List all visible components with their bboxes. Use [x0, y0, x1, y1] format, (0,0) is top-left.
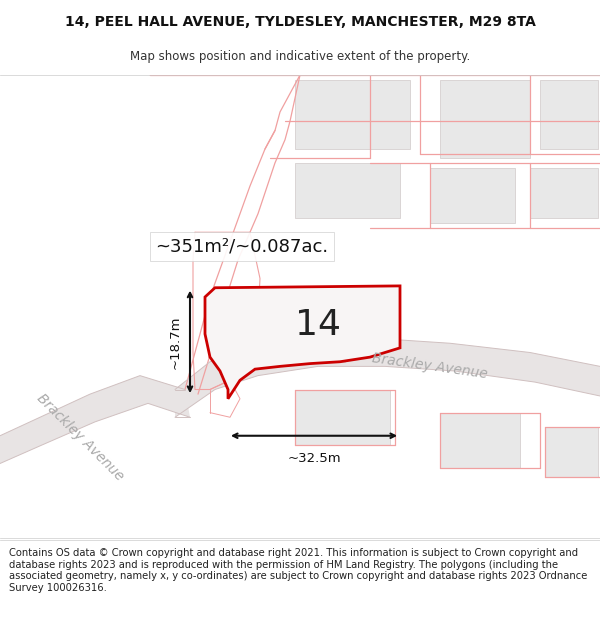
Bar — [530, 168, 598, 218]
Bar — [440, 79, 530, 158]
Bar — [440, 412, 520, 468]
Text: Brackley Avenue: Brackley Avenue — [34, 391, 126, 484]
Polygon shape — [175, 339, 600, 418]
Bar — [295, 163, 400, 218]
Text: Contains OS data © Crown copyright and database right 2021. This information is : Contains OS data © Crown copyright and d… — [9, 548, 587, 592]
Text: 14, PEEL HALL AVENUE, TYLDESLEY, MANCHESTER, M29 8TA: 14, PEEL HALL AVENUE, TYLDESLEY, MANCHES… — [65, 16, 535, 29]
Text: Map shows position and indicative extent of the property.: Map shows position and indicative extent… — [130, 50, 470, 62]
Text: Brackley Avenue: Brackley Avenue — [371, 351, 489, 381]
Polygon shape — [0, 376, 190, 464]
Polygon shape — [205, 286, 400, 399]
Bar — [430, 168, 515, 223]
Bar — [540, 79, 598, 149]
Text: ~18.7m: ~18.7m — [169, 315, 182, 369]
Bar — [295, 389, 390, 445]
Bar — [295, 79, 410, 149]
Text: ~351m²/~0.087ac.: ~351m²/~0.087ac. — [155, 237, 328, 255]
Text: ~32.5m: ~32.5m — [287, 452, 341, 466]
Bar — [245, 302, 345, 362]
Text: 14: 14 — [295, 308, 341, 342]
Bar — [545, 426, 598, 478]
